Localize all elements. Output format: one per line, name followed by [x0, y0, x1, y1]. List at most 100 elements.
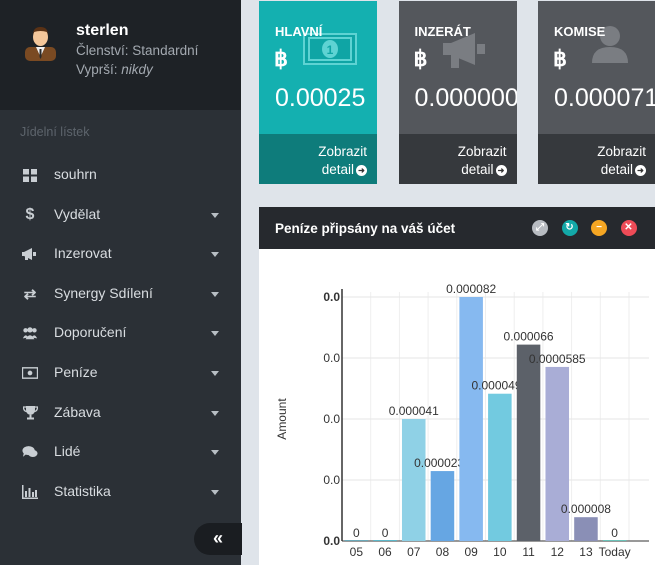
card-title: HLAVNÍ	[275, 24, 323, 39]
view-detail-link[interactable]: Zobrazit detail ➜	[538, 134, 655, 184]
sidebar-item-doporuceni[interactable]: Doporučení	[0, 315, 241, 351]
view-detail-label-1: Zobrazit	[597, 144, 646, 159]
bar-Today[interactable]	[602, 540, 627, 541]
card-value: 0.000071	[554, 84, 655, 112]
y-tick-label: 0.0	[323, 534, 340, 548]
view-detail-link[interactable]: Zobrazit detail ➜	[259, 134, 377, 184]
money-bill-icon: 1	[303, 33, 357, 70]
view-detail-label-2: detail	[461, 162, 494, 177]
bar-value-label: 0	[382, 526, 389, 540]
card-value: 0.000000	[414, 84, 517, 112]
chevron-down-icon	[211, 212, 219, 218]
y-tick-label: 0.0	[323, 290, 340, 304]
expires-value: nikdy	[121, 62, 153, 77]
trophy-icon	[22, 405, 38, 421]
y-tick-label: 0.0	[323, 412, 340, 426]
x-tick-label: 13	[579, 545, 593, 559]
bar-07[interactable]	[401, 419, 426, 541]
bar-value-label: 0.0000235	[414, 456, 471, 470]
bar-11[interactable]	[516, 344, 541, 541]
view-detail-label-2: detail	[600, 162, 633, 177]
y-tick-label: 0.0	[323, 473, 340, 487]
bar-06[interactable]	[373, 540, 397, 541]
refresh-button[interactable]: ↻	[561, 220, 578, 236]
avatar[interactable]	[25, 24, 56, 61]
sidebar: sterlen Členství: Standardní Vyprší: nik…	[0, 0, 242, 565]
earnings-panel: Peníze připsány na váš účet ⤢ ↻ − ✕ 0.0 0.0 0…	[259, 207, 655, 565]
chevron-down-icon	[211, 410, 219, 416]
sidebar-item-label: Statistika	[54, 482, 111, 499]
sidebar-item-label: Zábava	[54, 403, 101, 420]
expand-button[interactable]: ⤢	[532, 220, 548, 236]
sidebar-item-lide[interactable]: Lidé	[0, 434, 241, 470]
x-tick-label: 08	[436, 545, 450, 559]
sidebar-item-vydelat[interactable]: $ Vydělat	[0, 197, 241, 233]
x-tick-label: 10	[493, 545, 507, 559]
x-tick-label: 11	[522, 545, 535, 559]
sidebar-item-zabava[interactable]: Zábava	[0, 395, 241, 431]
x-tick-label: 09	[464, 545, 478, 559]
bullhorn-icon	[22, 246, 38, 262]
earnings-bar-chart: 0.0 0.0 0.0 0.0 0.0 Amount 0 05 0 06 0.000041 07 0.0…	[275, 282, 649, 559]
stat-card-komise: KOMISE ฿ 0.000071 Zobrazit detail ➜	[538, 1, 655, 184]
view-detail-link[interactable]: Zobrazit detail ➜	[398, 134, 517, 184]
membership-line: Členství: Standardní	[76, 43, 198, 58]
card-body: INZERÁT ฿ 0.000000	[398, 1, 517, 134]
arrow-circle-right-icon: ➜	[635, 164, 646, 176]
panel-header: Peníze připsány na váš účet ⤢ ↻ − ✕	[259, 207, 655, 249]
user-profile: sterlen Členství: Standardní Vyprší: nik…	[0, 0, 241, 110]
username: sterlen	[76, 22, 129, 39]
bar-12[interactable]	[545, 366, 570, 541]
baht-currency-icon: ฿	[413, 46, 428, 71]
users-icon	[22, 325, 38, 341]
sidebar-item-penize[interactable]: Peníze	[0, 355, 241, 391]
arrow-circle-right-icon: ➜	[495, 164, 507, 176]
bar-13[interactable]	[574, 517, 598, 541]
x-tick-label: 07	[407, 545, 421, 559]
bar-value-label: 0.000066	[504, 330, 554, 344]
card-body: KOMISE ฿ 0.000071	[538, 1, 655, 134]
collapse-sidebar-button[interactable]: «	[194, 523, 242, 555]
sidebar-item-label: souhrn	[54, 166, 97, 182]
bar-08[interactable]	[430, 471, 455, 541]
y-axis-label: Amount	[275, 398, 289, 440]
chevron-down-icon	[211, 291, 219, 297]
minimize-button[interactable]: −	[591, 220, 607, 236]
grid-icon	[22, 167, 38, 183]
svg-text:1: 1	[327, 43, 334, 57]
expires-line: Vyprší: nikdy	[76, 62, 153, 77]
sidebar-item-label: Doporučení	[54, 324, 127, 341]
close-button[interactable]: ✕	[620, 220, 637, 236]
view-detail-label-1: Zobrazit	[457, 144, 507, 159]
sidebar-item-statistika[interactable]: Statistika	[0, 474, 241, 510]
view-detail-text: Zobrazit detail ➜	[407, 143, 507, 179]
bar-value-label: 0.000041	[389, 404, 439, 418]
view-detail-text: Zobrazit detail ➜	[546, 143, 646, 179]
bar-value-label: 0.0000585	[529, 352, 586, 366]
bar-10[interactable]	[488, 393, 512, 541]
money-icon	[22, 365, 38, 381]
sidebar-item-label: Lidé	[54, 443, 81, 460]
bar-chart-icon	[22, 484, 38, 500]
x-tick-label: Today	[599, 545, 631, 559]
chevron-down-icon	[211, 331, 219, 337]
bullhorn-icon	[442, 31, 489, 74]
card-body: 1 HLAVNÍ ฿ 0.00025	[259, 1, 377, 134]
panel-title: Peníze připsány na váš účet	[275, 221, 456, 236]
comments-icon	[22, 444, 38, 460]
membership-label: Členství:	[76, 43, 129, 58]
bar-09[interactable]	[459, 297, 483, 541]
bar-05[interactable]	[344, 540, 369, 541]
dollar-icon: $	[25, 205, 35, 223]
sidebar-item-souhrn[interactable]: souhrn	[0, 157, 241, 193]
sidebar-item-label: Vydělat	[54, 205, 101, 222]
x-tick-label: 05	[350, 545, 364, 559]
stat-card-hlavni: 1 HLAVNÍ ฿ 0.00025 Zobrazit detail ➜	[259, 1, 377, 184]
card-title: KOMISE	[554, 24, 606, 39]
exchange-icon: ⇄	[23, 285, 37, 303]
sidebar-item-inzerovat[interactable]: Inzerovat	[0, 236, 241, 272]
bar-value-label: 0	[611, 526, 618, 540]
sidebar-item-synergy-sdileni[interactable]: ⇄ Synergy Sdílení	[0, 276, 241, 312]
sidebar-item-label: Inzerovat	[54, 245, 112, 262]
view-detail-text: Zobrazit detail ➜	[267, 143, 367, 179]
